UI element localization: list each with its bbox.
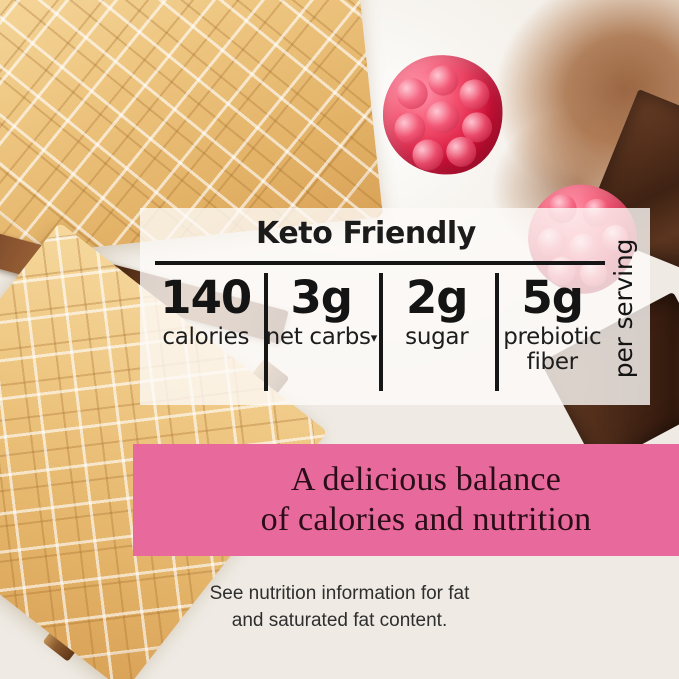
nutrition-fact-prebiotic-fiber: 5g prebiotic fiber (494, 271, 611, 391)
fact-value: 3g (290, 271, 353, 324)
fact-label-text: sugar (405, 324, 469, 350)
disclaimer-line-1: See nutrition information for fat (209, 583, 470, 604)
fact-label-text: calories (162, 324, 250, 350)
fact-label: sugar (379, 325, 495, 351)
panel-heading: Keto Friendly (256, 216, 476, 251)
fact-label-text: net carbs (265, 324, 371, 350)
per-serving-text: per serving (609, 238, 639, 378)
disclaimer-line-2: and saturated fat content. (231, 610, 448, 631)
disclaimer: See nutrition information for fat and sa… (0, 580, 679, 634)
nutrition-fact-sugar: 2g sugar (379, 271, 495, 391)
tagline-banner: A delicious balance of calories and nutr… (133, 444, 679, 556)
fact-value: 5g (521, 271, 584, 324)
tagline-text: A delicious balance of calories and nutr… (221, 460, 592, 540)
fact-label: net carbs▾ (264, 325, 380, 351)
tagline-line-1: A delicious balance (290, 461, 562, 498)
fact-label-text: prebiotic fiber (503, 324, 602, 375)
nutrition-fact-net-carbs: 3g net carbs▾ (263, 271, 380, 391)
fact-label: prebiotic fiber (495, 325, 611, 376)
tagline-line-2: of calories and nutrition (260, 501, 592, 538)
per-serving-label: per serving (602, 218, 646, 398)
nutrition-fact-calories: 140 calories (148, 271, 264, 351)
fact-value: 140 (160, 271, 252, 324)
footnote-marker: ▾ (370, 331, 378, 346)
nutrition-facts-row: 140 calories 3g net carbs▾ 2g sugar 5g p… (148, 271, 610, 399)
fact-value: 2g (405, 271, 469, 324)
panel-divider-rule (155, 261, 605, 265)
fact-label: calories (148, 325, 264, 351)
nutrition-panel: Keto Friendly 140 calories 3g net carbs▾… (140, 208, 650, 405)
